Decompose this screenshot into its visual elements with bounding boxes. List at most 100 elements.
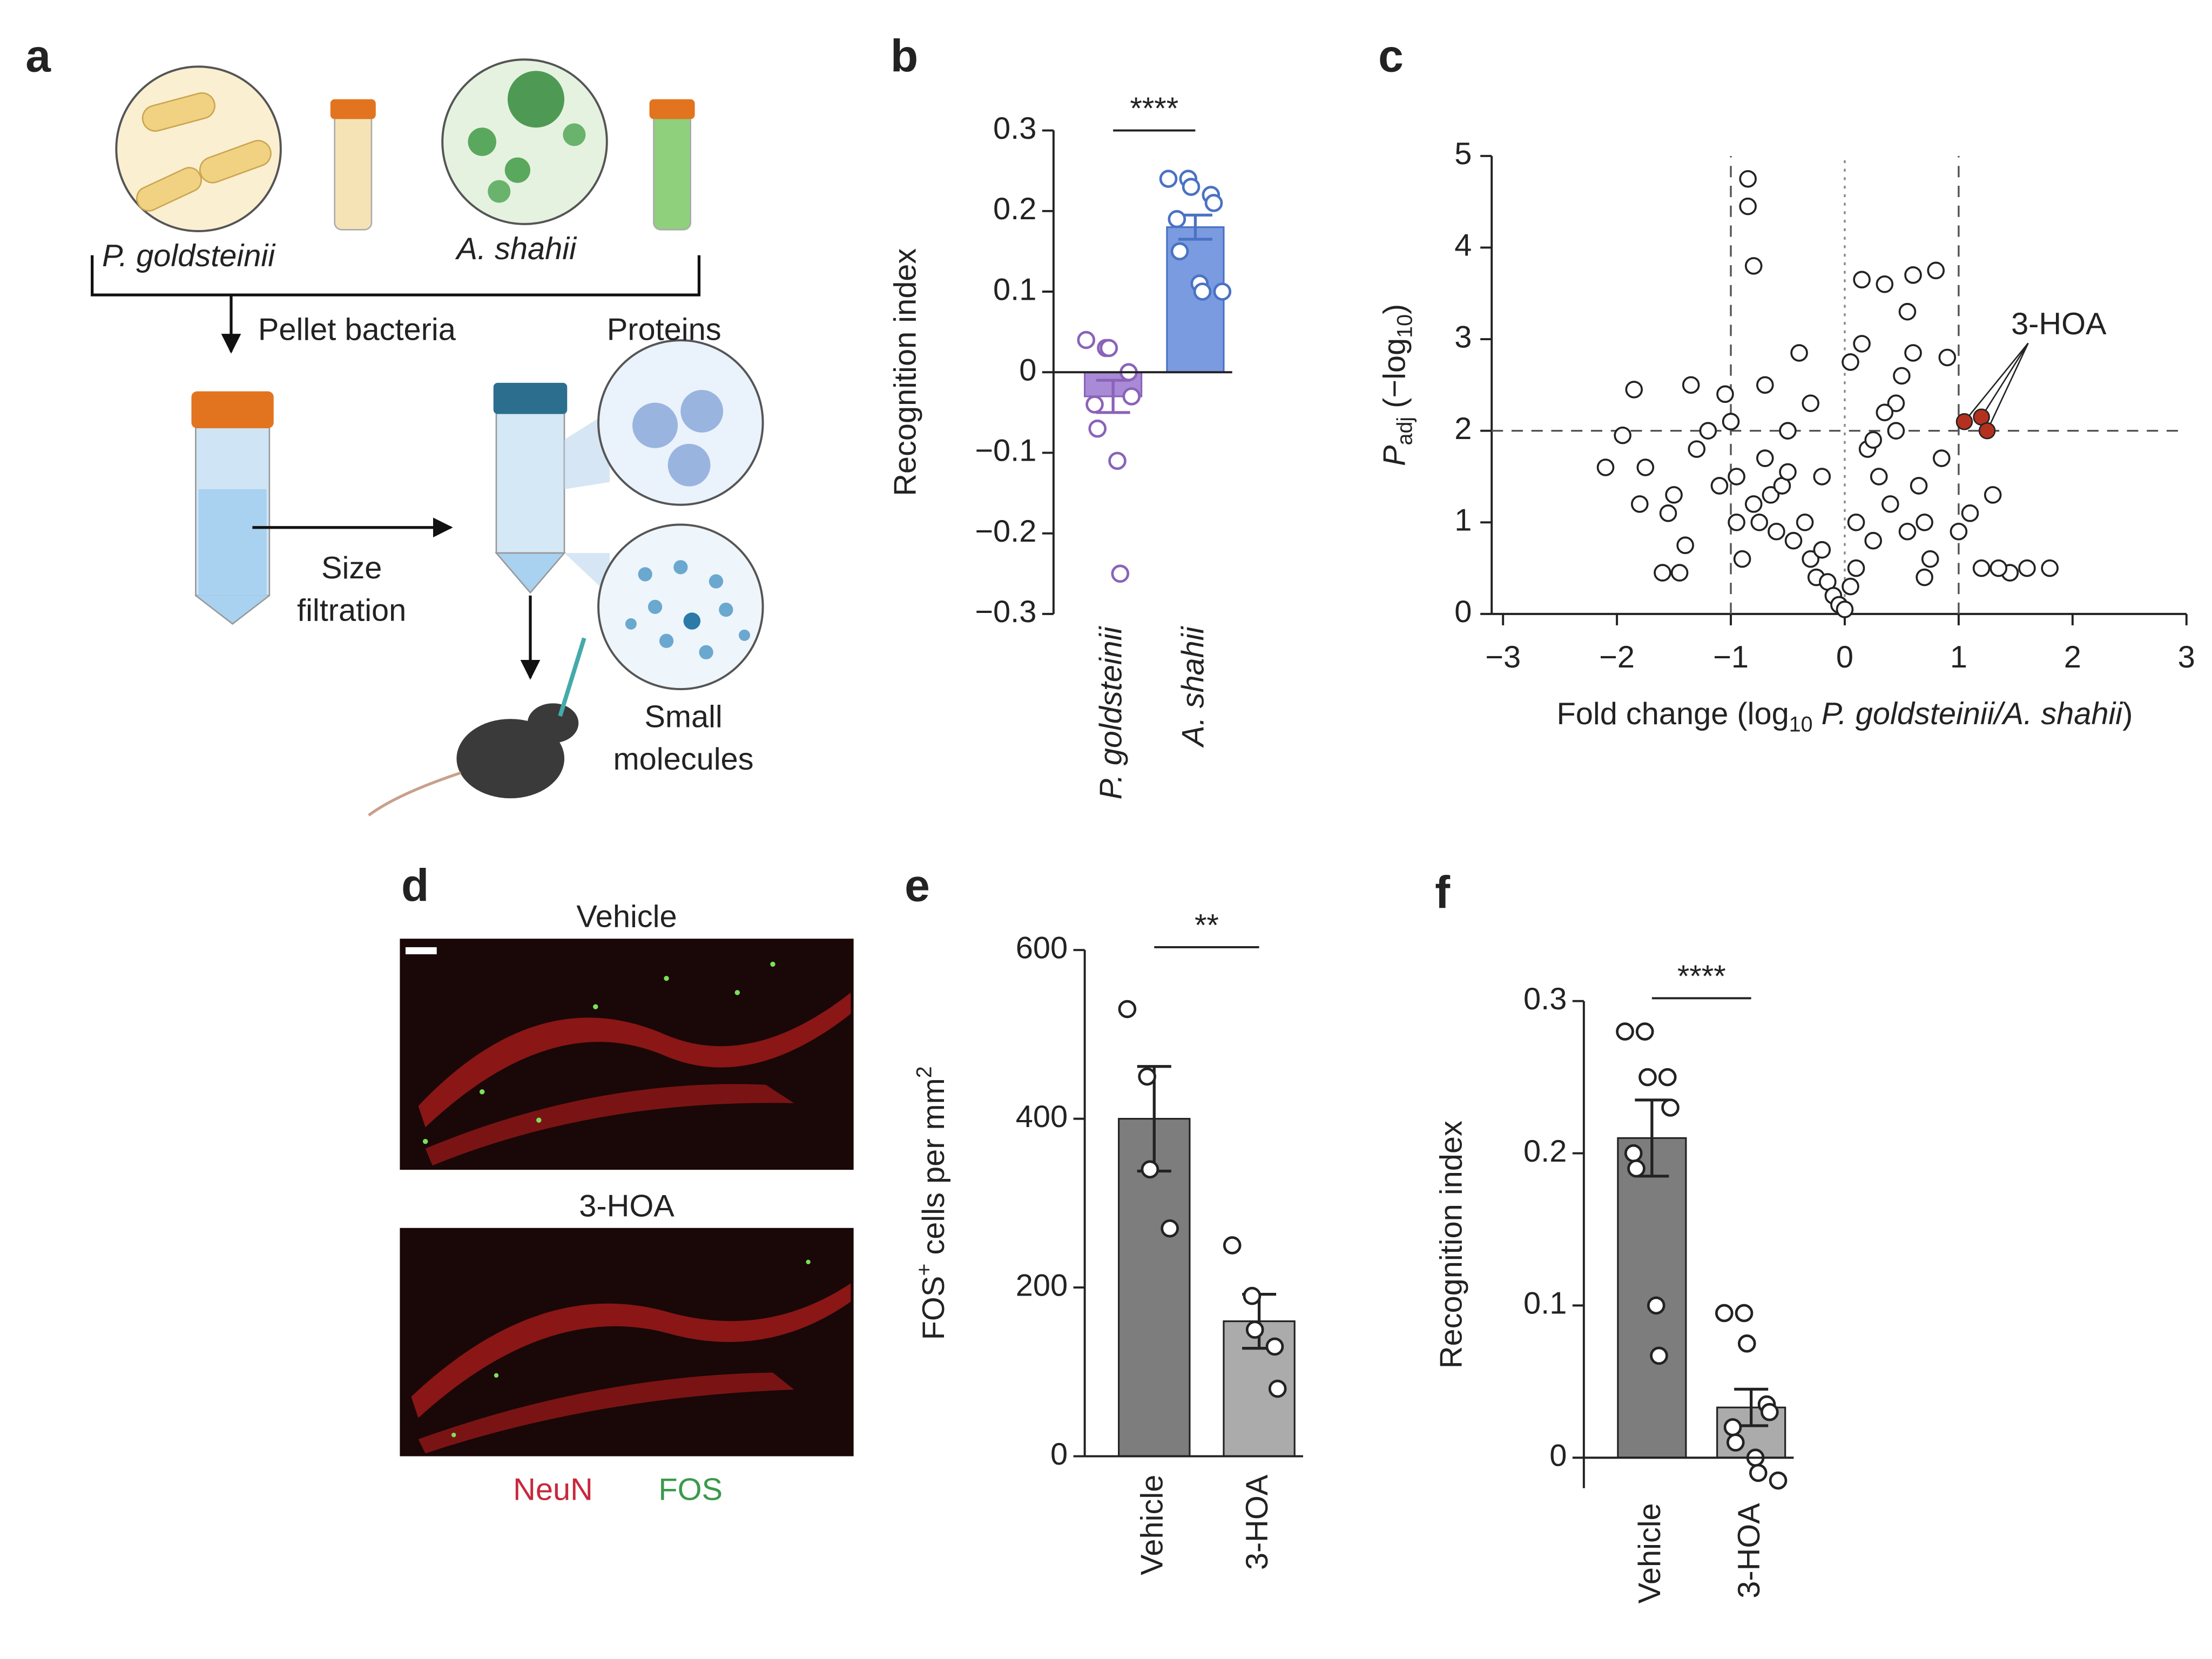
data-point bbox=[1927, 261, 1945, 280]
data-point bbox=[1921, 550, 1939, 568]
data-point bbox=[1161, 1219, 1179, 1238]
data-point bbox=[1682, 376, 1700, 394]
data-point bbox=[1661, 1098, 1680, 1117]
data-point bbox=[1972, 559, 1991, 577]
label-part: FOS bbox=[916, 1276, 951, 1340]
significance: ** bbox=[1195, 908, 1219, 942]
data-point bbox=[1735, 1304, 1754, 1323]
panel-label: d bbox=[401, 860, 429, 911]
data-point bbox=[1864, 431, 1882, 449]
data-point bbox=[1245, 1320, 1264, 1339]
data-point bbox=[1614, 426, 1631, 444]
data-point bbox=[1910, 477, 1928, 495]
bacterium bbox=[488, 180, 511, 203]
label-part: (−log bbox=[1378, 338, 1412, 417]
data-point bbox=[1223, 1236, 1242, 1255]
label-part: 10 bbox=[1393, 314, 1417, 338]
data-point bbox=[1710, 477, 1729, 495]
data-point bbox=[1636, 458, 1655, 476]
y-tick-label: 0.2 bbox=[1523, 1134, 1567, 1169]
error-bar bbox=[1096, 379, 1130, 414]
significance: **** bbox=[1130, 91, 1178, 126]
data-point bbox=[1990, 559, 2007, 577]
y-tick-label: 600 bbox=[1016, 930, 1068, 965]
data-point bbox=[1699, 422, 1717, 440]
data-point bbox=[1756, 376, 1774, 394]
y-tick-label: 0.1 bbox=[1523, 1286, 1567, 1321]
data-point bbox=[1265, 1337, 1284, 1356]
data-point bbox=[1108, 451, 1127, 470]
mouse-tail bbox=[368, 771, 462, 817]
label-part: Fold change (log bbox=[1557, 697, 1789, 731]
protein bbox=[667, 443, 711, 487]
data-point bbox=[1842, 577, 1859, 596]
data-point bbox=[1077, 331, 1096, 349]
annotation-leader bbox=[1964, 342, 2029, 422]
neun-band bbox=[418, 992, 851, 1128]
gavage bbox=[558, 637, 586, 717]
label: Size bbox=[321, 551, 382, 585]
tube-tip bbox=[495, 552, 566, 594]
neun-band bbox=[418, 1372, 794, 1454]
data-point bbox=[1950, 522, 1968, 541]
y-tick-label: −0.2 bbox=[975, 514, 1036, 549]
zoom bbox=[564, 411, 610, 596]
data-point bbox=[1737, 1334, 1756, 1353]
y-tick-label: 0.3 bbox=[993, 111, 1036, 146]
tube-tip bbox=[195, 595, 270, 625]
mouse-head bbox=[527, 703, 579, 743]
neun-band bbox=[411, 1283, 851, 1418]
data-point bbox=[1193, 282, 1212, 301]
data-point bbox=[1784, 531, 1803, 550]
data-point bbox=[2041, 559, 2059, 577]
bacterium bbox=[468, 127, 496, 156]
data-point bbox=[1213, 282, 1232, 301]
data-point bbox=[1864, 531, 1882, 550]
data-point bbox=[1887, 422, 1905, 440]
y-tick-label: −0.3 bbox=[975, 595, 1036, 629]
data-point bbox=[1627, 1159, 1645, 1178]
data-point bbox=[1733, 550, 1751, 568]
tube-cap bbox=[493, 382, 568, 414]
data-point bbox=[1961, 504, 1979, 522]
label: Pellet bacteria bbox=[258, 313, 456, 347]
y-tick-label: −0.1 bbox=[975, 434, 1036, 468]
y-tick-label: 0.2 bbox=[993, 192, 1036, 226]
highlighted-point bbox=[1955, 413, 1973, 430]
data-point bbox=[1204, 194, 1223, 212]
data-point bbox=[1790, 344, 1808, 362]
panel-label: f bbox=[1435, 867, 1451, 918]
data-point bbox=[1647, 1296, 1665, 1315]
data-point bbox=[1728, 514, 1745, 531]
label: A. shahii bbox=[455, 232, 577, 266]
micrograph bbox=[400, 1228, 854, 1456]
data-point bbox=[1085, 395, 1104, 414]
data-point bbox=[1625, 381, 1643, 399]
data-point bbox=[1654, 564, 1671, 582]
data-point bbox=[1932, 449, 1951, 467]
x-tick-label: −3 bbox=[1485, 640, 1521, 675]
fos-dots bbox=[422, 961, 775, 1144]
data-point bbox=[1159, 170, 1178, 188]
x-axis-label: Fold change (log10 P. goldsteinii/A. sha… bbox=[1557, 697, 2133, 737]
data-point bbox=[1904, 344, 1922, 362]
data-point bbox=[1768, 522, 1785, 541]
y-tick-label: 0 bbox=[1019, 353, 1036, 387]
data-point bbox=[1168, 210, 1186, 228]
y-axis-label: Padj (−log10) bbox=[1378, 304, 1418, 466]
y-tick-label: 0 bbox=[1549, 1439, 1567, 1473]
x-tick-label: P. goldsteinii bbox=[1094, 625, 1128, 799]
data-point bbox=[1842, 353, 1859, 371]
tube-cap bbox=[649, 99, 695, 119]
y-axis-label: FOS+ cells per mm2 bbox=[913, 1066, 951, 1340]
bacterium bbox=[141, 92, 215, 132]
data-point bbox=[1744, 495, 1763, 513]
data-point bbox=[1847, 514, 1865, 531]
data-point bbox=[1847, 559, 1865, 577]
x-tick-label: 0 bbox=[1836, 640, 1853, 675]
data-point bbox=[1118, 1000, 1137, 1019]
data-point bbox=[1088, 419, 1107, 438]
data-point bbox=[1739, 170, 1757, 188]
data-point bbox=[1762, 486, 1780, 504]
data-point bbox=[1898, 302, 1917, 321]
